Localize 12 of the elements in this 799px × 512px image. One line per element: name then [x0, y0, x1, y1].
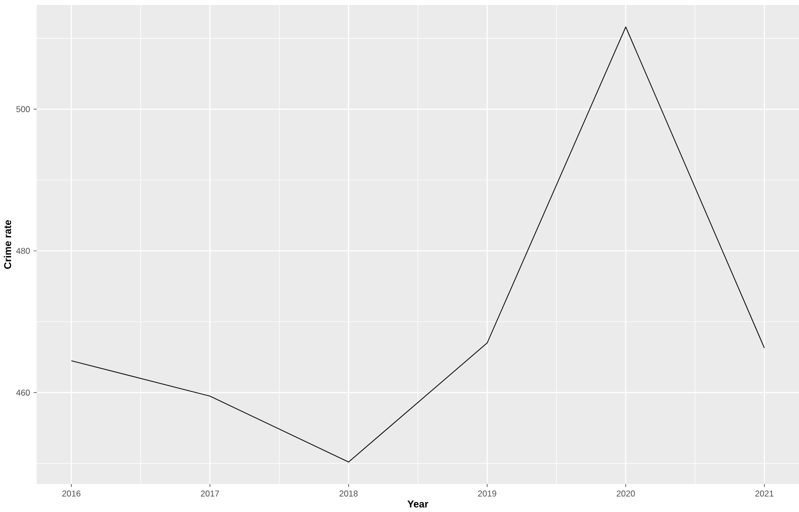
x-tick-label: 2019	[478, 490, 496, 497]
x-tick-label: 2020	[616, 490, 635, 497]
y-tick-label: 460	[16, 390, 30, 396]
y-axis-title: Crime rate	[4, 220, 12, 269]
y-tick-label: 500	[16, 106, 30, 112]
x-tick-label: 2018	[340, 490, 358, 497]
x-axis-title: Year	[407, 500, 428, 508]
x-tick-label: 2016	[62, 490, 80, 497]
y-tick-label: 480	[16, 248, 30, 254]
line-series	[70, 26, 765, 462]
x-tick-label: 2017	[200, 490, 219, 497]
x-tick-label: 2021	[755, 490, 774, 497]
